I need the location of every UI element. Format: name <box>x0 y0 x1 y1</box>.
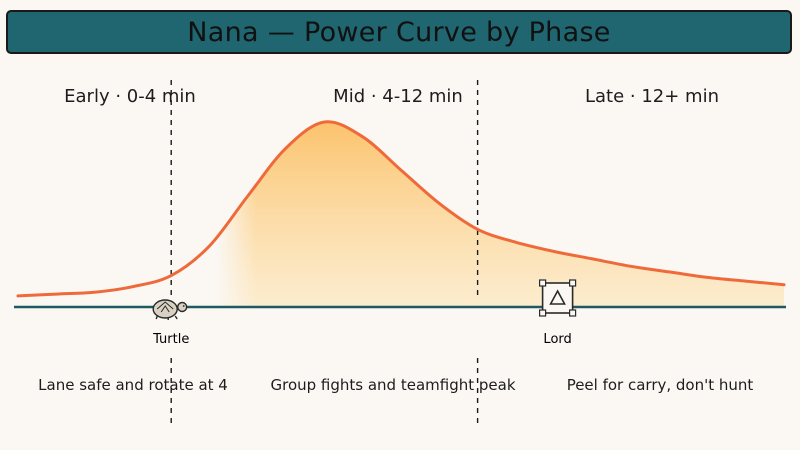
phase-label-mid: Mid · 4-12 min <box>333 86 463 107</box>
lord-marker: Lord <box>538 279 577 347</box>
phase-desc-mid: Group fights and teamfight peak <box>270 376 516 394</box>
phase-desc-early: Lane safe and rotate at 4 <box>38 376 228 394</box>
turtle-marker: Turtle <box>152 299 189 347</box>
chart-title: Nana — Power Curve by Phase <box>187 16 611 48</box>
turtle-icon <box>152 299 188 320</box>
title-banner: Nana — Power Curve by Phase <box>6 10 792 54</box>
phase-label-early: Early · 0-4 min <box>64 86 196 107</box>
power-curve-line <box>16 120 786 298</box>
turtle-label: Turtle <box>152 332 189 347</box>
lord-label: Lord <box>543 332 571 347</box>
power-area-fill <box>18 121 784 307</box>
phase-label-late: Late · 12+ min <box>584 86 720 107</box>
lord-icon <box>538 279 577 317</box>
phase-desc-late: Peel for carry, don't hunt <box>566 376 754 394</box>
